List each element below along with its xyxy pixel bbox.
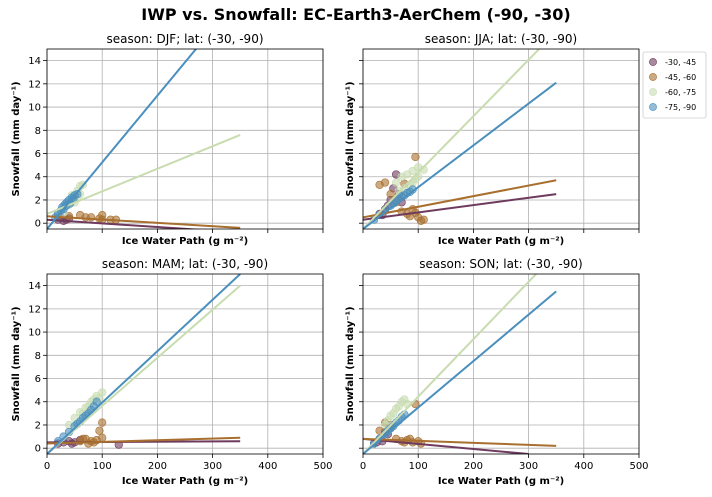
y-tick-label: 2 [35,195,41,206]
fit-line [47,274,241,454]
x-tick-label: 500 [629,461,648,472]
axes-frame [362,273,640,455]
x-tick-label: 400 [258,461,277,472]
legend-label: -45, -60 [665,73,696,82]
scatter-point [416,216,426,225]
panel-mam: 0 100 200 300 400 500 0 2 4 6 8 10 12 14 season: MAM; … [11,257,333,487]
fit-line [363,274,538,454]
x-tick-label: 100 [409,461,428,472]
y-tick-label: 12 [28,79,41,90]
y-tick-label: 6 [35,374,41,385]
legend-label: -60, -75 [665,88,696,97]
y-tick-label: 10 [28,103,41,114]
panel-djf: 0 2 4 6 8 10 12 14 season: DJF; lat: (-30, -90) I… [11,32,324,247]
legend-label: -75, -90 [665,103,696,112]
y-axis-label: Snowfall (mm day⁻¹) [345,81,356,196]
panel-title: season: SON; lat: (-30, -90) [419,257,582,271]
x-tick-label: 300 [519,461,538,472]
y-axis-label: Snowfall (mm day⁻¹) [11,81,22,196]
y-tick-label: 14 [28,56,41,67]
fit-line [363,49,541,229]
scatter-point [411,152,420,162]
y-tick-label: 0 [35,219,41,230]
x-tick-label: 100 [93,461,112,472]
fit-line [47,284,241,454]
panel-title: season: JJA; lat: (-30, -90) [425,32,577,46]
x-axis-label: Ice Water Path (g m⁻²) [122,236,248,247]
y-tick-label: 2 [35,420,41,431]
legend-marker [649,103,657,111]
panel-title: season: DJF; lat: (-30, -90) [106,32,263,46]
fit-line [363,81,557,229]
y-tick-label: 12 [28,304,41,315]
scatter-point [392,178,401,187]
fit-line [47,49,198,229]
fit-line [47,215,241,229]
y-tick-label: 10 [28,328,41,339]
y-tick-label: 0 [35,444,41,455]
panel-jja: season: JJA; lat: (-30, -90) Ice Water Pa… [345,32,640,247]
x-tick-label: 0 [44,461,50,472]
legend-marker [649,88,657,96]
panel-son: 0 100 200 300 400 500 season: SON; lat: (-30, … [345,257,649,487]
axes-frame [362,48,640,230]
axes-frame [46,273,324,455]
y-tick-label: 4 [35,172,41,183]
scatter-point [95,426,104,435]
fit-line [363,437,557,447]
fit-line [47,436,241,445]
x-tick-label: 300 [203,461,222,472]
scatter-point [394,402,403,411]
y-tick-label: 6 [35,149,41,160]
fit-line [363,437,529,454]
x-tick-label: 0 [360,461,366,472]
scatter-point [386,190,395,199]
scatter-point [98,418,107,427]
x-tick-label: 400 [574,461,593,472]
fit-line [363,179,557,219]
panel-title: season: MAM; lat: (-30, -90) [102,257,268,271]
legend-label: -30, -45 [665,58,696,67]
fit-line [47,134,241,215]
y-axis-label: Snowfall (mm day⁻¹) [11,306,22,421]
x-tick-label: 500 [313,461,332,472]
y-tick-label: 8 [35,126,41,137]
y-tick-label: 8 [35,351,41,362]
fit-line [363,290,557,454]
fit-line [47,218,203,229]
scatter-point [98,433,107,442]
legend-box [642,51,707,119]
scatter-point [383,416,392,425]
x-tick-label: 200 [464,461,483,472]
y-tick-label: 14 [28,281,41,292]
scatter-point [380,178,390,187]
x-tick-label: 200 [148,461,167,472]
legend: -30, -45 -45, -60 -60, -75 -75, -90 [642,51,707,119]
axes-frame [46,48,324,230]
legend-marker [649,58,657,66]
x-axis-label: Ice Water Path (g m⁻²) [438,476,564,487]
x-axis-label: Ice Water Path (g m⁻²) [122,476,248,487]
y-axis-label: Snowfall (mm day⁻¹) [345,306,356,421]
y-tick-label: 4 [35,397,41,408]
x-axis-label: Ice Water Path (g m⁻²) [438,236,564,247]
scatter-point [389,409,398,418]
figure-title: IWP vs. Snowfall: EC-Earth3-AerChem (-90… [141,5,570,24]
fit-line [363,193,557,221]
legend-marker [649,73,657,81]
